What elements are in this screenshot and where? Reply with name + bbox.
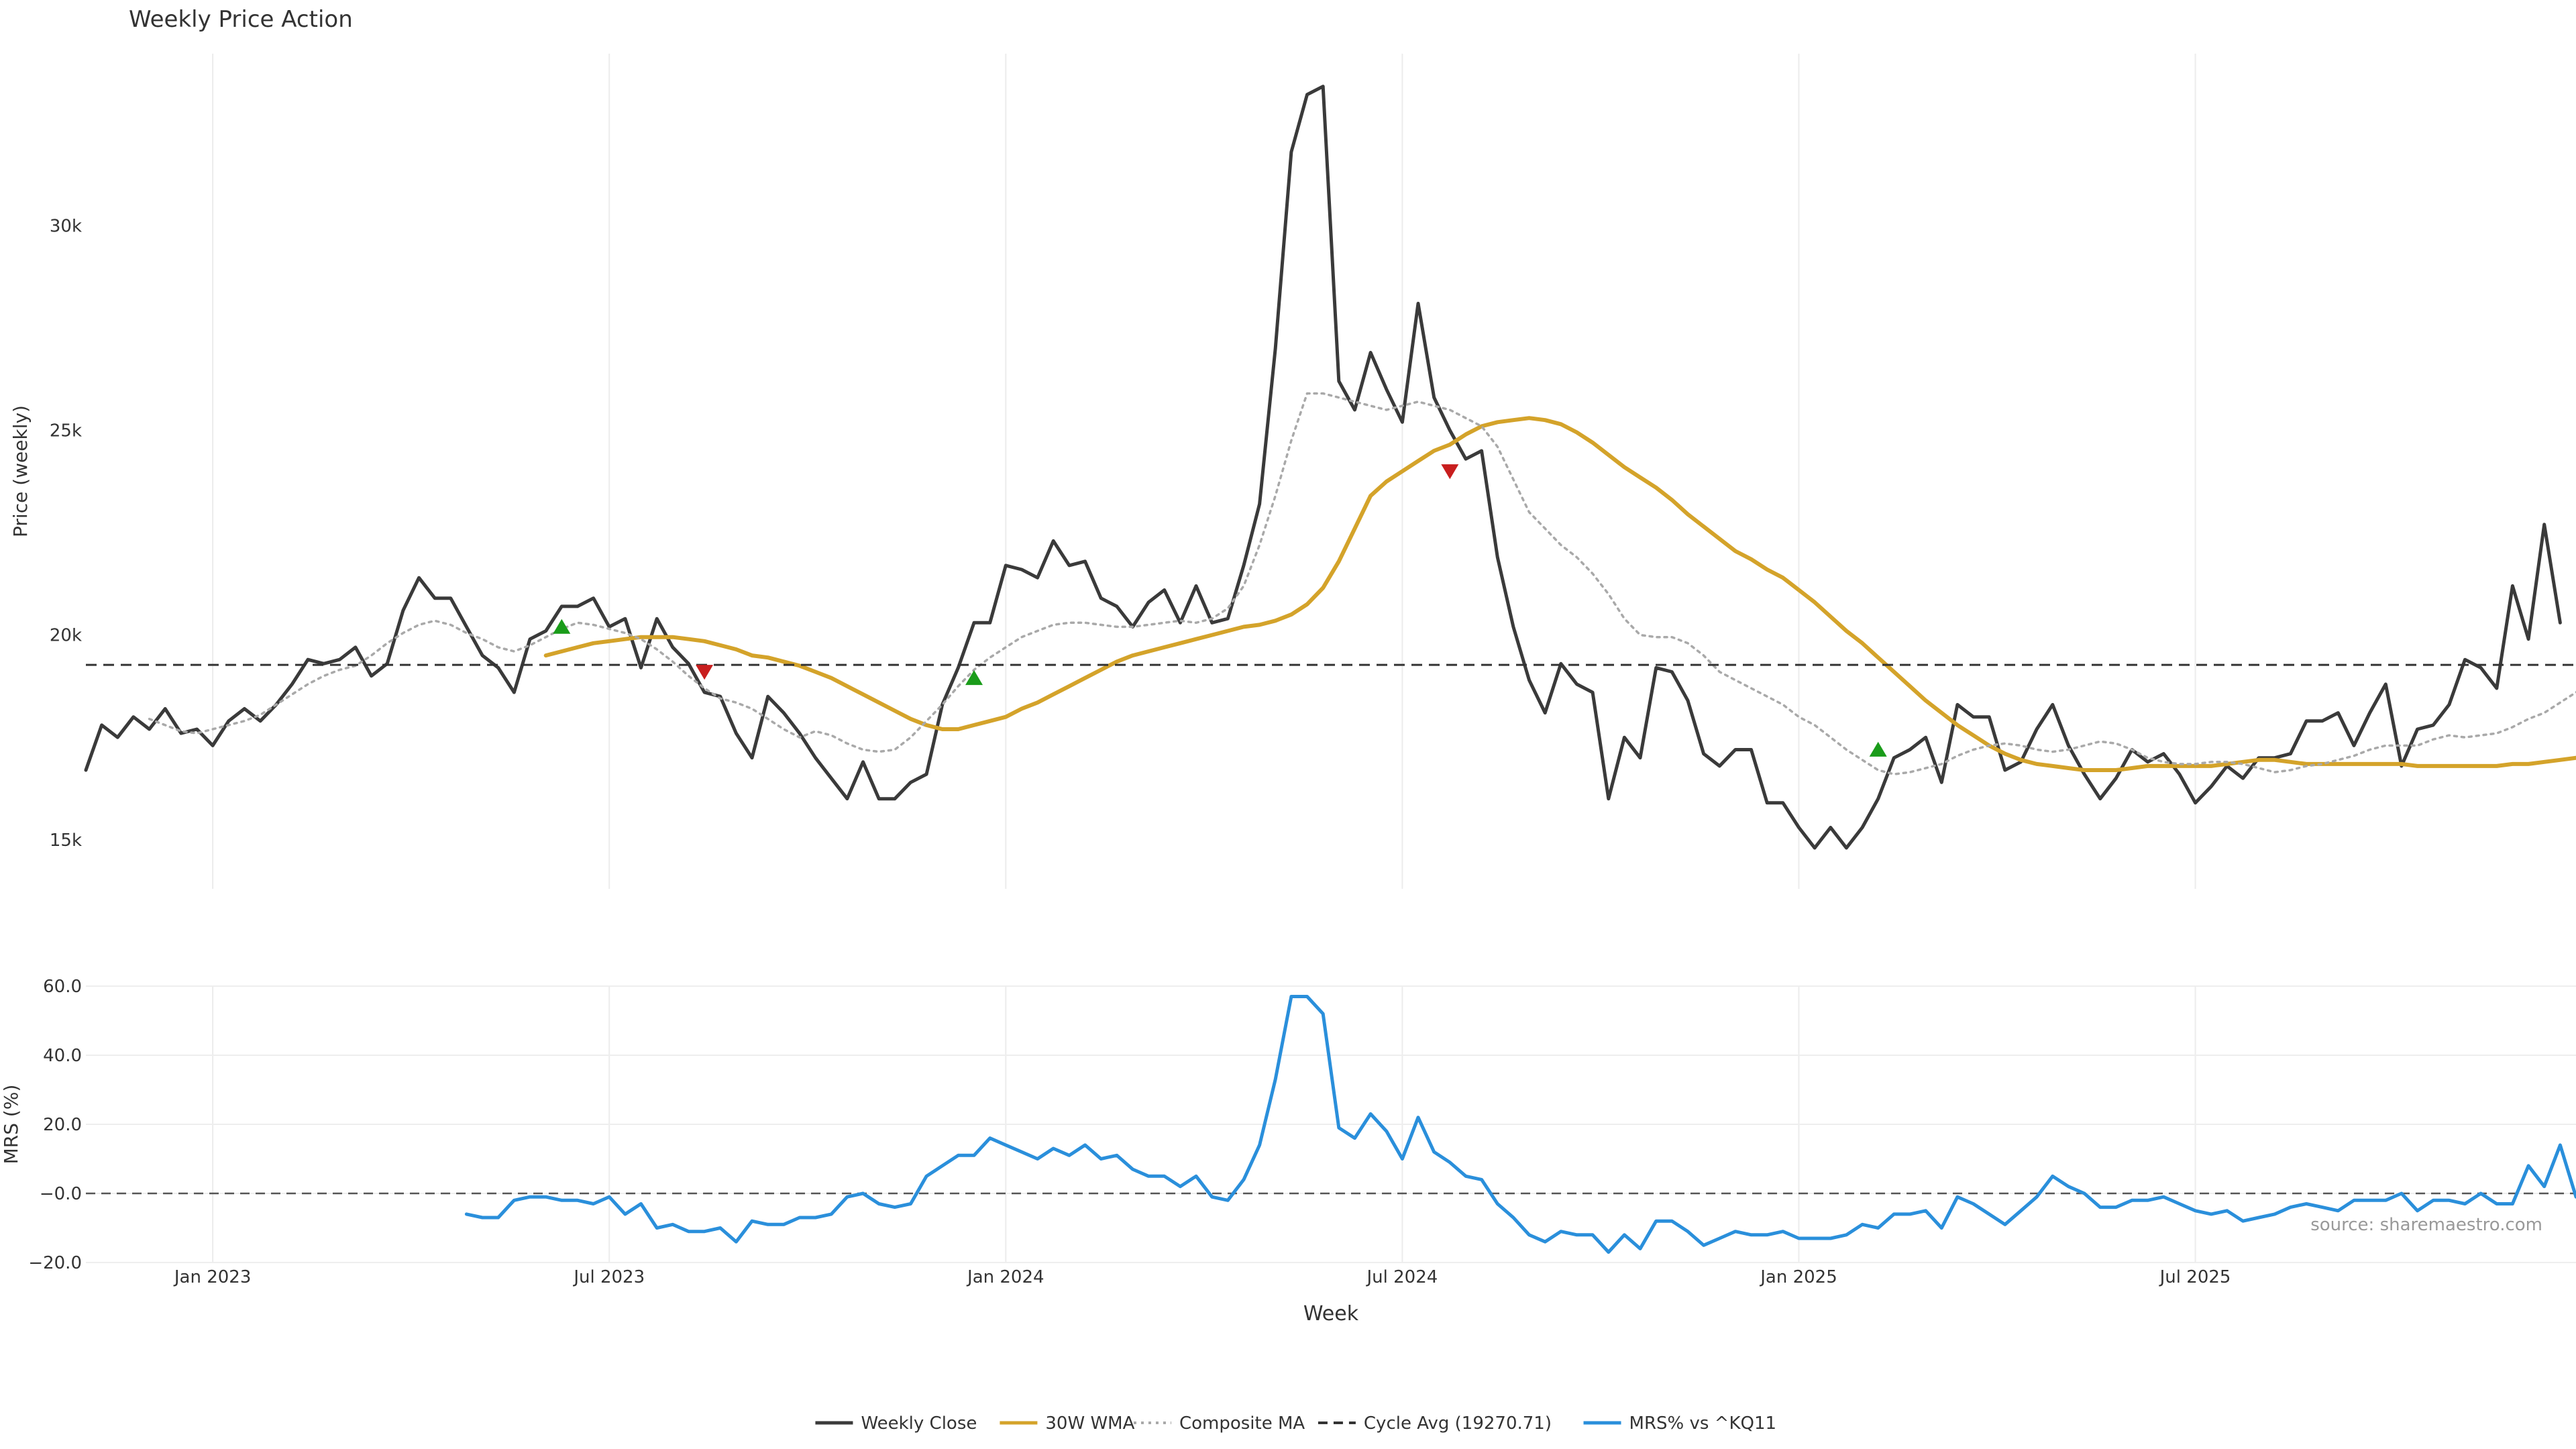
mrs-y-tick-label: −0.0 <box>40 1184 82 1204</box>
price-grid <box>212 54 2196 889</box>
mrs-y-axis-label: MRS (%) <box>0 1085 22 1165</box>
sell-signal-marker <box>1441 464 1459 480</box>
legend: Weekly Close 30W WMA Composite MA Cycle Avg… <box>815 1413 1776 1434</box>
x-tick-label: Jan 2023 <box>173 1267 252 1287</box>
x-axis-label: Week <box>1303 1302 1359 1326</box>
buy-signal-marker <box>965 669 983 686</box>
price-y-tick-label: 25k <box>50 421 82 441</box>
legend-label: MRS% vs ^KQ11 <box>1629 1413 1777 1434</box>
30w-wma-line <box>543 416 2576 772</box>
buy-signal-marker <box>553 619 571 634</box>
price-y-tick-label: 20k <box>50 626 82 646</box>
buy-signal-marker <box>1869 741 1887 757</box>
legend-label: 30W WMA <box>1045 1413 1134 1434</box>
legend-label: Composite MA <box>1179 1413 1305 1434</box>
price-y-tick-label: 30k <box>50 216 82 236</box>
sell-signal-marker <box>696 665 714 680</box>
mrs-line <box>464 995 2576 1254</box>
x-tick-label: Jul 2025 <box>2159 1267 2231 1287</box>
legend-label: Weekly Close <box>861 1413 977 1434</box>
week-x-axis: Jan 2023 Jul 2023 Jan 2024 Jul 2024 Jan 2025… <box>173 1267 2231 1287</box>
mrs-y-tick-label: 20.0 <box>43 1115 82 1135</box>
mrs-y-tick-label: −20.0 <box>28 1253 82 1273</box>
x-tick-label: Jul 2023 <box>572 1267 645 1287</box>
price-y-tick-label: 15k <box>50 830 82 851</box>
mrs-y-tick-label: 60.0 <box>43 977 82 997</box>
mrs-series <box>464 995 2576 1254</box>
legend-label: Cycle Avg (19270.71) <box>1364 1413 1552 1434</box>
signal-markers <box>553 464 1887 757</box>
mrs-grid <box>86 985 2576 1263</box>
x-tick-label: Jul 2024 <box>1365 1267 1438 1287</box>
weekly-close-line <box>84 85 2562 850</box>
mrs-y-tick-label: 40.0 <box>43 1046 82 1066</box>
source-annotation: source: sharemaestro.com <box>2310 1215 2542 1235</box>
price-y-axis-label: Price (weekly) <box>9 405 32 537</box>
mrs-y-axis: −20.0 −0.0 20.0 40.0 60.0 <box>28 977 82 1273</box>
x-tick-label: Jan 2024 <box>966 1267 1044 1287</box>
chart-title: Weekly Price Action <box>129 6 353 33</box>
x-tick-label: Jan 2025 <box>1759 1267 1837 1287</box>
price-y-axis: 15k 20k 25k 30k <box>50 216 82 850</box>
